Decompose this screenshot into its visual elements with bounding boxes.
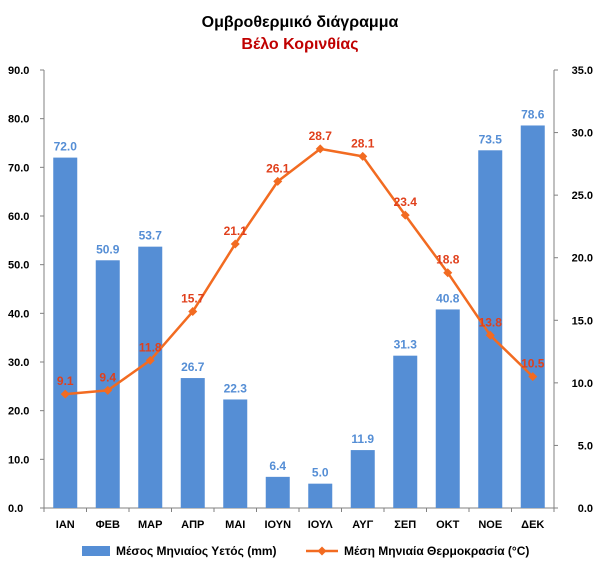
y-left-tick-label: 50.0 (8, 260, 29, 272)
line-data-label: 28.1 (351, 136, 375, 150)
y-left-tick-label: 80.0 (8, 114, 29, 126)
legend-marker-temp (317, 546, 327, 556)
bar-series: 72.0 50.9 53.7 26.7 22.3 6.4 5.0 11.9 31.3 40.8 73… (53, 107, 545, 509)
y-left-tick-label: 40.0 (8, 308, 29, 320)
line-point (528, 372, 538, 382)
y-right-tick-label: 15.0 (572, 315, 593, 327)
bar (53, 157, 78, 508)
axes: 0.0 10.0 20.0 30.0 40.0 50.0 60.0 70.0 80.0 90.0 0… (8, 65, 593, 531)
y-right-tick-label: 0.0 (578, 503, 593, 515)
line-data-label: 21.1 (224, 224, 248, 238)
temperature-line (65, 147, 534, 396)
line-data-label: 26.1 (266, 161, 290, 175)
bar-data-label: 72.0 (54, 140, 78, 154)
bar-data-label: 6.4 (269, 459, 286, 473)
x-tick-label: ΑΠΡ (181, 519, 204, 531)
line-point (315, 144, 325, 154)
bar-data-label: 22.3 (224, 381, 248, 395)
bar (180, 378, 205, 508)
bar-data-label: 5.0 (312, 466, 329, 480)
bar (393, 355, 418, 508)
x-tick-label: ΜΑΙ (225, 519, 245, 531)
line-data-label: 9.4 (99, 370, 116, 384)
line-point (485, 330, 495, 340)
y-right-tick-label: 10.0 (572, 378, 593, 390)
bar-data-label: 31.3 (394, 338, 418, 352)
bar-data-label: 73.5 (479, 132, 503, 146)
bar-data-label: 26.7 (181, 360, 205, 374)
line-point (400, 210, 410, 220)
line-point (145, 355, 155, 365)
bar-data-label: 53.7 (139, 229, 163, 243)
bar (223, 399, 248, 508)
line-point (60, 389, 70, 399)
line-point (103, 385, 113, 395)
x-tick-label: ΣΕΠ (394, 519, 416, 531)
legend-label-rain: Μέσος Μηνιαίος Υετός (mm) (116, 544, 277, 558)
line-data-label: 28.7 (309, 129, 333, 143)
line-point (230, 239, 240, 249)
x-tick-label: ΔΕΚ (521, 519, 544, 531)
x-tick-label: ΜΑΡ (138, 519, 162, 531)
x-tick-label: ΝΟΕ (478, 519, 502, 531)
x-tick-label: ΦΕΒ (96, 519, 120, 531)
bar-data-label: 78.6 (521, 107, 545, 121)
line-point (188, 307, 198, 317)
bar (435, 309, 460, 508)
line-data-label: 11.8 (139, 340, 162, 354)
y-left-tick-label: 70.0 (8, 162, 29, 174)
y-left-tick-label: 10.0 (8, 454, 29, 466)
bar (308, 483, 333, 508)
line-data-label: 10.5 (521, 357, 545, 371)
bar (138, 246, 163, 508)
y-left-tick-label: 60.0 (8, 211, 29, 223)
chart-subtitle: Βέλο Κορινθίας (241, 36, 358, 53)
line-data-label: 13.8 (479, 315, 503, 329)
line-data-label: 23.4 (394, 195, 418, 209)
bar (350, 450, 375, 508)
line-data-label: 18.8 (436, 253, 460, 267)
legend-swatch-rain (82, 546, 110, 556)
bar (478, 150, 503, 509)
x-tick-label: ΙΟΥΝ (264, 519, 291, 531)
x-tick-label: ΙΑΝ (56, 519, 75, 531)
bar (265, 476, 290, 508)
line-data-label: 15.7 (181, 292, 205, 306)
bar (520, 125, 545, 508)
line-series: 9.1 9.4 11.8 15.7 21.1 26.1 28.7 28.1 23.4 18.8 13… (57, 129, 545, 399)
y-left-tick-label: 90.0 (8, 65, 29, 77)
y-right-tick-label: 30.0 (572, 128, 593, 140)
line-point (358, 151, 368, 161)
x-tick-label: ΟΚΤ (436, 519, 460, 531)
y-right-tick-label: 5.0 (578, 440, 593, 452)
bar-data-label: 40.8 (436, 291, 460, 305)
line-data-label: 9.1 (57, 374, 74, 388)
y-right-tick-label: 35.0 (572, 65, 593, 77)
chart-title: Ομβροθερμικό διάγραμμα (202, 14, 399, 31)
y-right-tick-label: 25.0 (572, 190, 593, 202)
y-left-tick-label: 20.0 (8, 406, 29, 418)
legend: Μέσος Μηνιαίος Υετός (mm) Μέση Μηνιαία Θε… (82, 544, 529, 558)
bar-data-label: 11.9 (351, 432, 374, 446)
bar-data-label: 50.9 (96, 242, 120, 256)
line-point (443, 268, 453, 278)
x-tick-label: ΙΟΥΛ (308, 519, 334, 531)
legend-label-temp: Μέση Μηνιαία Θερμοκρασία (°C) (344, 544, 529, 558)
line-point (273, 176, 283, 186)
y-left-tick-label: 0.0 (8, 503, 23, 515)
y-right-tick-label: 20.0 (572, 253, 593, 265)
x-tick-label: ΑΥΓ (352, 519, 373, 531)
y-left-tick-label: 30.0 (8, 357, 29, 369)
